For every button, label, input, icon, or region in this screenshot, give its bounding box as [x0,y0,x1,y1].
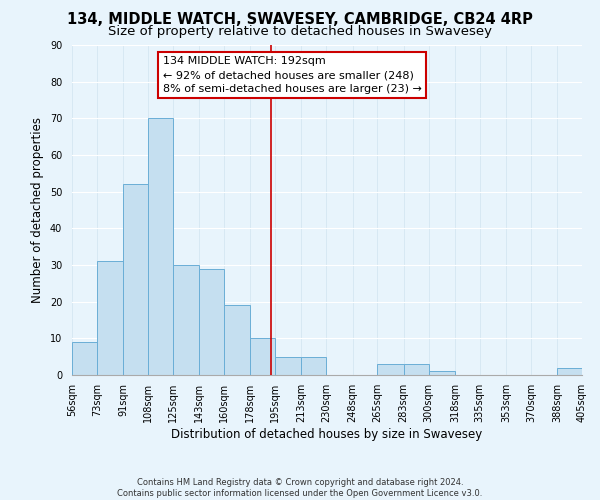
X-axis label: Distribution of detached houses by size in Swavesey: Distribution of detached houses by size … [172,428,482,440]
Bar [301,356,326,375]
Y-axis label: Number of detached properties: Number of detached properties [31,117,44,303]
Bar [557,368,582,375]
Bar [275,356,301,375]
Bar [123,184,148,375]
Text: 134 MIDDLE WATCH: 192sqm
← 92% of detached houses are smaller (248)
8% of semi-d: 134 MIDDLE WATCH: 192sqm ← 92% of detach… [163,56,421,94]
Text: Size of property relative to detached houses in Swavesey: Size of property relative to detached ho… [108,25,492,38]
Text: 134, MIDDLE WATCH, SWAVESEY, CAMBRIDGE, CB24 4RP: 134, MIDDLE WATCH, SWAVESEY, CAMBRIDGE, … [67,12,533,28]
Text: Contains HM Land Registry data © Crown copyright and database right 2024.
Contai: Contains HM Land Registry data © Crown c… [118,478,482,498]
Bar [404,364,428,375]
Bar [428,372,455,375]
Bar [97,262,123,375]
Bar [250,338,275,375]
Bar [148,118,173,375]
Bar [72,342,97,375]
Bar [377,364,404,375]
Bar [173,265,199,375]
Bar [224,306,250,375]
Bar [199,268,224,375]
